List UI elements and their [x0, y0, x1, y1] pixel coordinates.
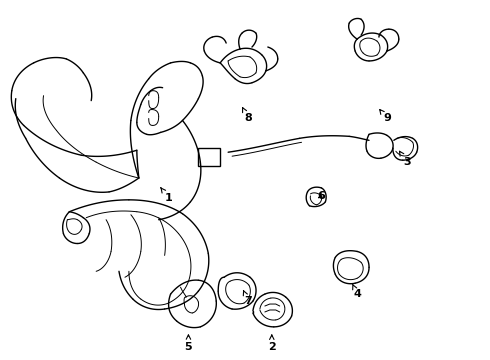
Text: 5: 5: [185, 335, 192, 352]
Text: 4: 4: [352, 284, 361, 299]
Text: 3: 3: [399, 151, 411, 167]
Text: 1: 1: [161, 188, 172, 203]
Text: 8: 8: [243, 108, 252, 123]
Text: 6: 6: [318, 191, 325, 201]
Text: 9: 9: [380, 109, 391, 123]
Text: 7: 7: [244, 291, 252, 306]
Text: 2: 2: [268, 335, 276, 352]
